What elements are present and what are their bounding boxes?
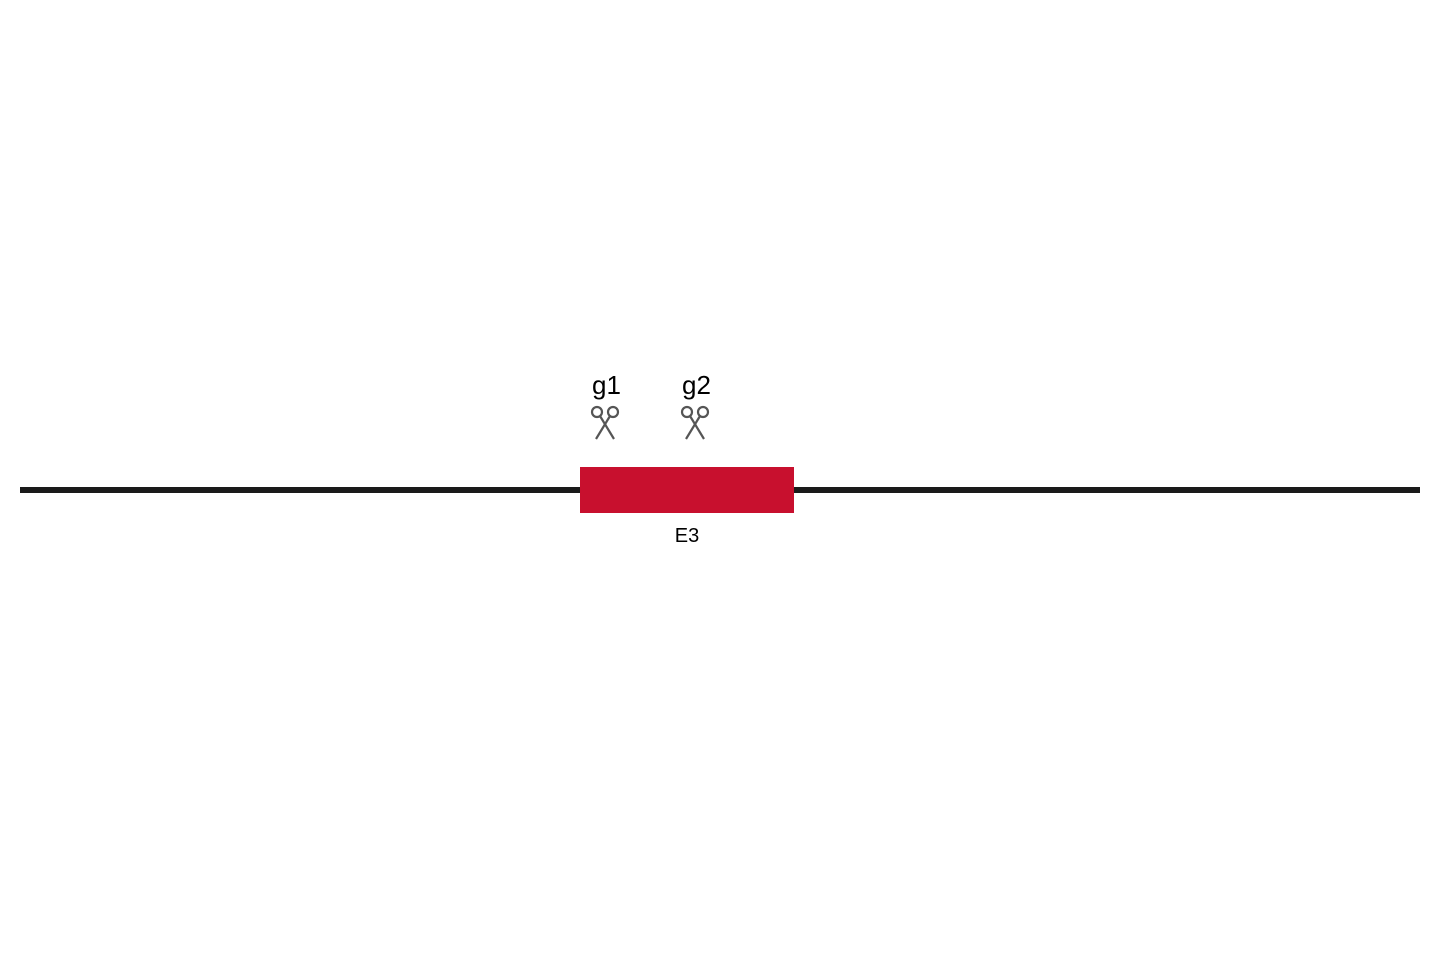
gene-line-left: [20, 487, 580, 493]
scissors-icon: [680, 405, 710, 441]
gene-diagram: E3 g1 g2: [0, 0, 1440, 960]
guide-label-g1: g1: [592, 370, 621, 401]
exon-label: E3: [580, 525, 794, 548]
scissors-icon: [590, 405, 620, 441]
gene-line-right: [794, 487, 1420, 493]
guide-label-g2: g2: [682, 370, 711, 401]
exon-box: [580, 467, 794, 513]
